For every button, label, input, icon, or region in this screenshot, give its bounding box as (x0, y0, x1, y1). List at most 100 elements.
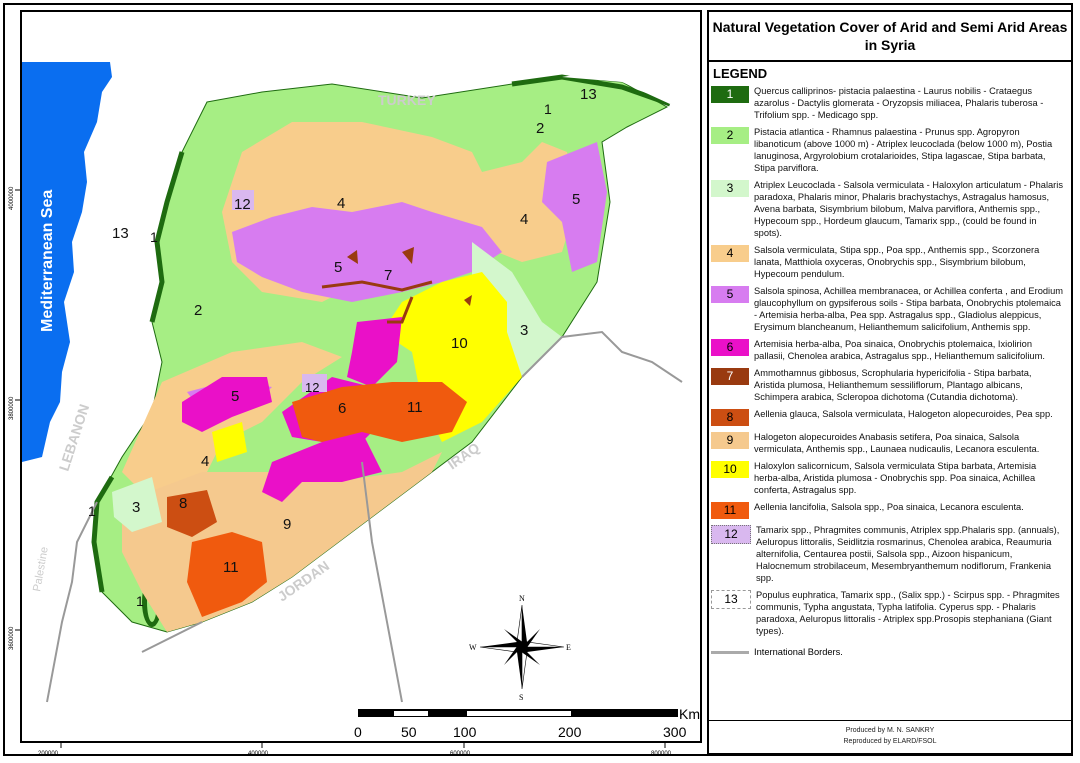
zone-5-area (542, 142, 607, 272)
y-tick: 3600000 (9, 626, 15, 650)
legend-item-text: Pistacia atlantica - Rhamnus palaestina … (754, 127, 1053, 173)
compass-s: S (519, 693, 523, 702)
legend-item-text: Atriplex Leucoclada - Salsola vermiculat… (754, 180, 1063, 238)
zone-label: 12 (305, 380, 319, 395)
zone-label: 1 (136, 593, 144, 609)
y-tick: 3800000 (9, 396, 15, 420)
scale-label: 100 (453, 724, 477, 740)
x-tick: 600000 (450, 751, 471, 757)
map-frame: 13 1 2 5 4 4 12 13 1 2 5 7 10 3 12 5 6 1… (20, 10, 702, 743)
legend-item-7: 7 Ammothamnus gibbosus, Scrophularia hype… (711, 367, 1071, 403)
legend-item-text: Artemisia herba-alba, Poa sinaica, Onobr… (754, 339, 1045, 361)
reproduced-by: Reproduced by ELARD/FSOL (843, 738, 937, 745)
legend-item-text: Quercus calliprinos- pistacia palaestina… (754, 86, 1044, 120)
legend-item-text: Tamarix spp., Phragmites communis, Atrip… (756, 525, 1060, 583)
vegetation-map: 13 1 2 5 4 4 12 13 1 2 5 7 10 3 12 5 6 1… (22, 12, 700, 740)
zone-13-area (562, 62, 697, 104)
produced-by: Produced by M. N. SANKRY (845, 727, 935, 734)
zone-label: 6 (338, 400, 346, 417)
zone-label: 12 (234, 196, 251, 213)
map-title: Natural Vegetation Cover of Arid and Sem… (709, 12, 1071, 62)
legend-item-10: 10 Haloxylon salicornicum, Salsola vermic… (711, 460, 1071, 496)
zone-label: 4 (520, 211, 528, 228)
legend-item-1: 1 Quercus calliprinos- pistacia palaestin… (711, 85, 1071, 121)
zone-1-area (91, 475, 115, 593)
legend-item-11: 11 Aellenia lancifolia, Salsola spp., Poa… (711, 501, 1071, 519)
zone-6-area (347, 317, 402, 387)
zone-3-area (112, 477, 162, 532)
international-border (46, 330, 683, 703)
legend-swatch: 8 (711, 409, 749, 426)
zone-4-area (122, 342, 342, 502)
legend-item-text: Ammothamnus gibbosus, Scrophularia hyper… (754, 368, 1032, 402)
legend-item-8: 8 Aellenia glauca, Salsola vermiculata, H… (711, 408, 1071, 426)
zone-label: 4 (337, 195, 345, 212)
legend-swatch: 7 (711, 368, 749, 385)
zone-12-area (302, 374, 327, 392)
zone-label: 5 (231, 388, 239, 405)
legend-item-12: 12 Tamarix spp., Phragmites communis, Atr… (711, 524, 1071, 584)
legend-list: 1 Quercus calliprinos- pistacia palaestin… (709, 85, 1071, 637)
legend-item-4: 4 Salsola vermiculata, Stipa spp., Poa sp… (711, 244, 1071, 280)
legend-swatch: 2 (711, 127, 749, 144)
legend-item-5: 5 Salsola spinosa, Achillea membranacea, … (711, 285, 1071, 333)
zone-6-area (262, 432, 382, 502)
zone-5-area (232, 202, 502, 302)
zone-label: 3 (132, 499, 140, 516)
zone-6-area (182, 377, 272, 432)
zone-label: 11 (223, 559, 239, 576)
legend-swatch: 12 (711, 525, 751, 544)
zone-label: 13 (112, 225, 129, 242)
legend-item-text: Aellenia glauca, Salsola vermiculata, Ha… (754, 409, 1053, 419)
legend-swatch: 6 (711, 339, 749, 356)
country-label-turkey: TURKEY (378, 92, 436, 108)
zone-1-area (149, 151, 185, 323)
mediterranean-sea (22, 12, 112, 462)
legend-item-3: 3 Atriplex Leucoclada - Salsola vermicula… (711, 179, 1071, 239)
credits: Produced by M. N. SANKRY Reproduced by E… (709, 720, 1071, 753)
zone-11-area (187, 532, 267, 617)
legend-item-2: 2 Pistacia atlantica - Rhamnus palaestina… (711, 126, 1071, 174)
zone-label: 5 (334, 259, 342, 276)
legend-swatch: 13 (711, 590, 751, 609)
x-tick: 800000 (651, 751, 672, 757)
compass-n: N (519, 594, 525, 603)
zone-label: 13 (580, 86, 597, 103)
zone-7-area (321, 280, 433, 324)
zone-label: 7 (384, 267, 392, 284)
x-tick: 200000 (38, 751, 59, 757)
legend-item-13: 13 Populus euphratica, Tamarix spp., (Sal… (711, 589, 1071, 637)
zone-8-area (167, 490, 217, 537)
compass-w: W (469, 643, 477, 652)
legend-item-text: Haloxylon salicornicum, Salsola vermicul… (754, 461, 1037, 495)
zone-label: 1 (544, 101, 552, 117)
legend-item-text: Halogeton alopecuroides Anabasis setifer… (754, 432, 1040, 454)
scale-label: 0 (354, 724, 362, 740)
zone-label: 2 (536, 120, 544, 137)
legend-item-text: Aellenia lancifolia, Salsola spp., Poa s… (754, 502, 1024, 512)
legend-swatch: 11 (711, 502, 749, 519)
zone-3-area (472, 242, 562, 377)
legend-item-9: 9 Halogeton alopecuroides Anabasis setife… (711, 431, 1071, 455)
zone-12-area (232, 190, 254, 210)
legend-item-6: 6 Artemisia herba-alba, Poa sinaica, Onob… (711, 338, 1071, 362)
scale-label: 200 (558, 724, 582, 740)
scale-bar: Km 0 50 100 200 300 (354, 706, 700, 740)
legend-swatch: 10 (711, 461, 749, 478)
zone-label: 1 (88, 503, 96, 519)
compass-e: E (566, 643, 571, 652)
scale-unit: Km (679, 706, 700, 722)
legend-swatch: 5 (711, 286, 749, 303)
sea-label: Mediterranean Sea (39, 190, 56, 332)
compass-rose-icon: N S E W (469, 594, 571, 702)
legend-panel: Natural Vegetation Cover of Arid and Sem… (707, 10, 1073, 755)
y-tick: 4000000 (9, 186, 15, 210)
zone-10-area (382, 272, 522, 442)
zone-10-area (212, 422, 247, 462)
zone-label: 3 (520, 322, 528, 339)
zone-label: 9 (283, 516, 291, 533)
legend-item-text: Salsola vermiculata, Stipa spp., Poa spp… (754, 245, 1040, 279)
zone-label: 2 (194, 302, 202, 319)
legend-item-text: Populus euphratica, Tamarix spp., (Salix… (756, 590, 1060, 636)
legend-swatch: 3 (711, 180, 749, 197)
